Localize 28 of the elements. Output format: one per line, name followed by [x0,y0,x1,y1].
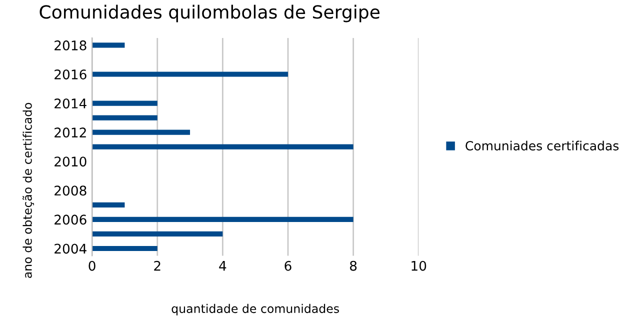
y-tick-label: 2004 [54,244,86,254]
y-tick-label: 2016 [54,69,86,80]
y-tick-label: 2012 [54,128,86,138]
x-tick-label: 0 [88,260,96,271]
x-tick-label: 4 [219,261,226,271]
y-tick-label: 2010 [54,156,86,167]
x-axis-title: quantidade de comunidades [172,304,339,316]
y-tick-label: 2008 [54,186,86,196]
y-tick-label: 2014 [54,98,86,108]
bar [92,100,158,106]
y-axis-title: ano de obteção de certificado [22,102,34,278]
x-tick-label: 6 [284,260,292,271]
x-tick-label: 2 [154,260,160,271]
chart-title: Comunidades quilombolas de Sergipe [40,4,380,22]
bar [92,231,223,237]
bar [92,216,354,222]
bar [92,246,158,252]
bar [92,72,288,77]
bar [92,202,125,208]
bar [92,144,354,150]
bar [92,115,158,120]
legend-label: Comuniades certificadas [466,140,619,150]
bar [92,42,125,48]
y-tick-label: 2006 [54,214,86,225]
y-tick-label: 2018 [54,40,86,50]
x-tick-label: 10 [412,260,426,271]
bar [92,130,190,135]
x-tick-label: 8 [350,260,357,271]
